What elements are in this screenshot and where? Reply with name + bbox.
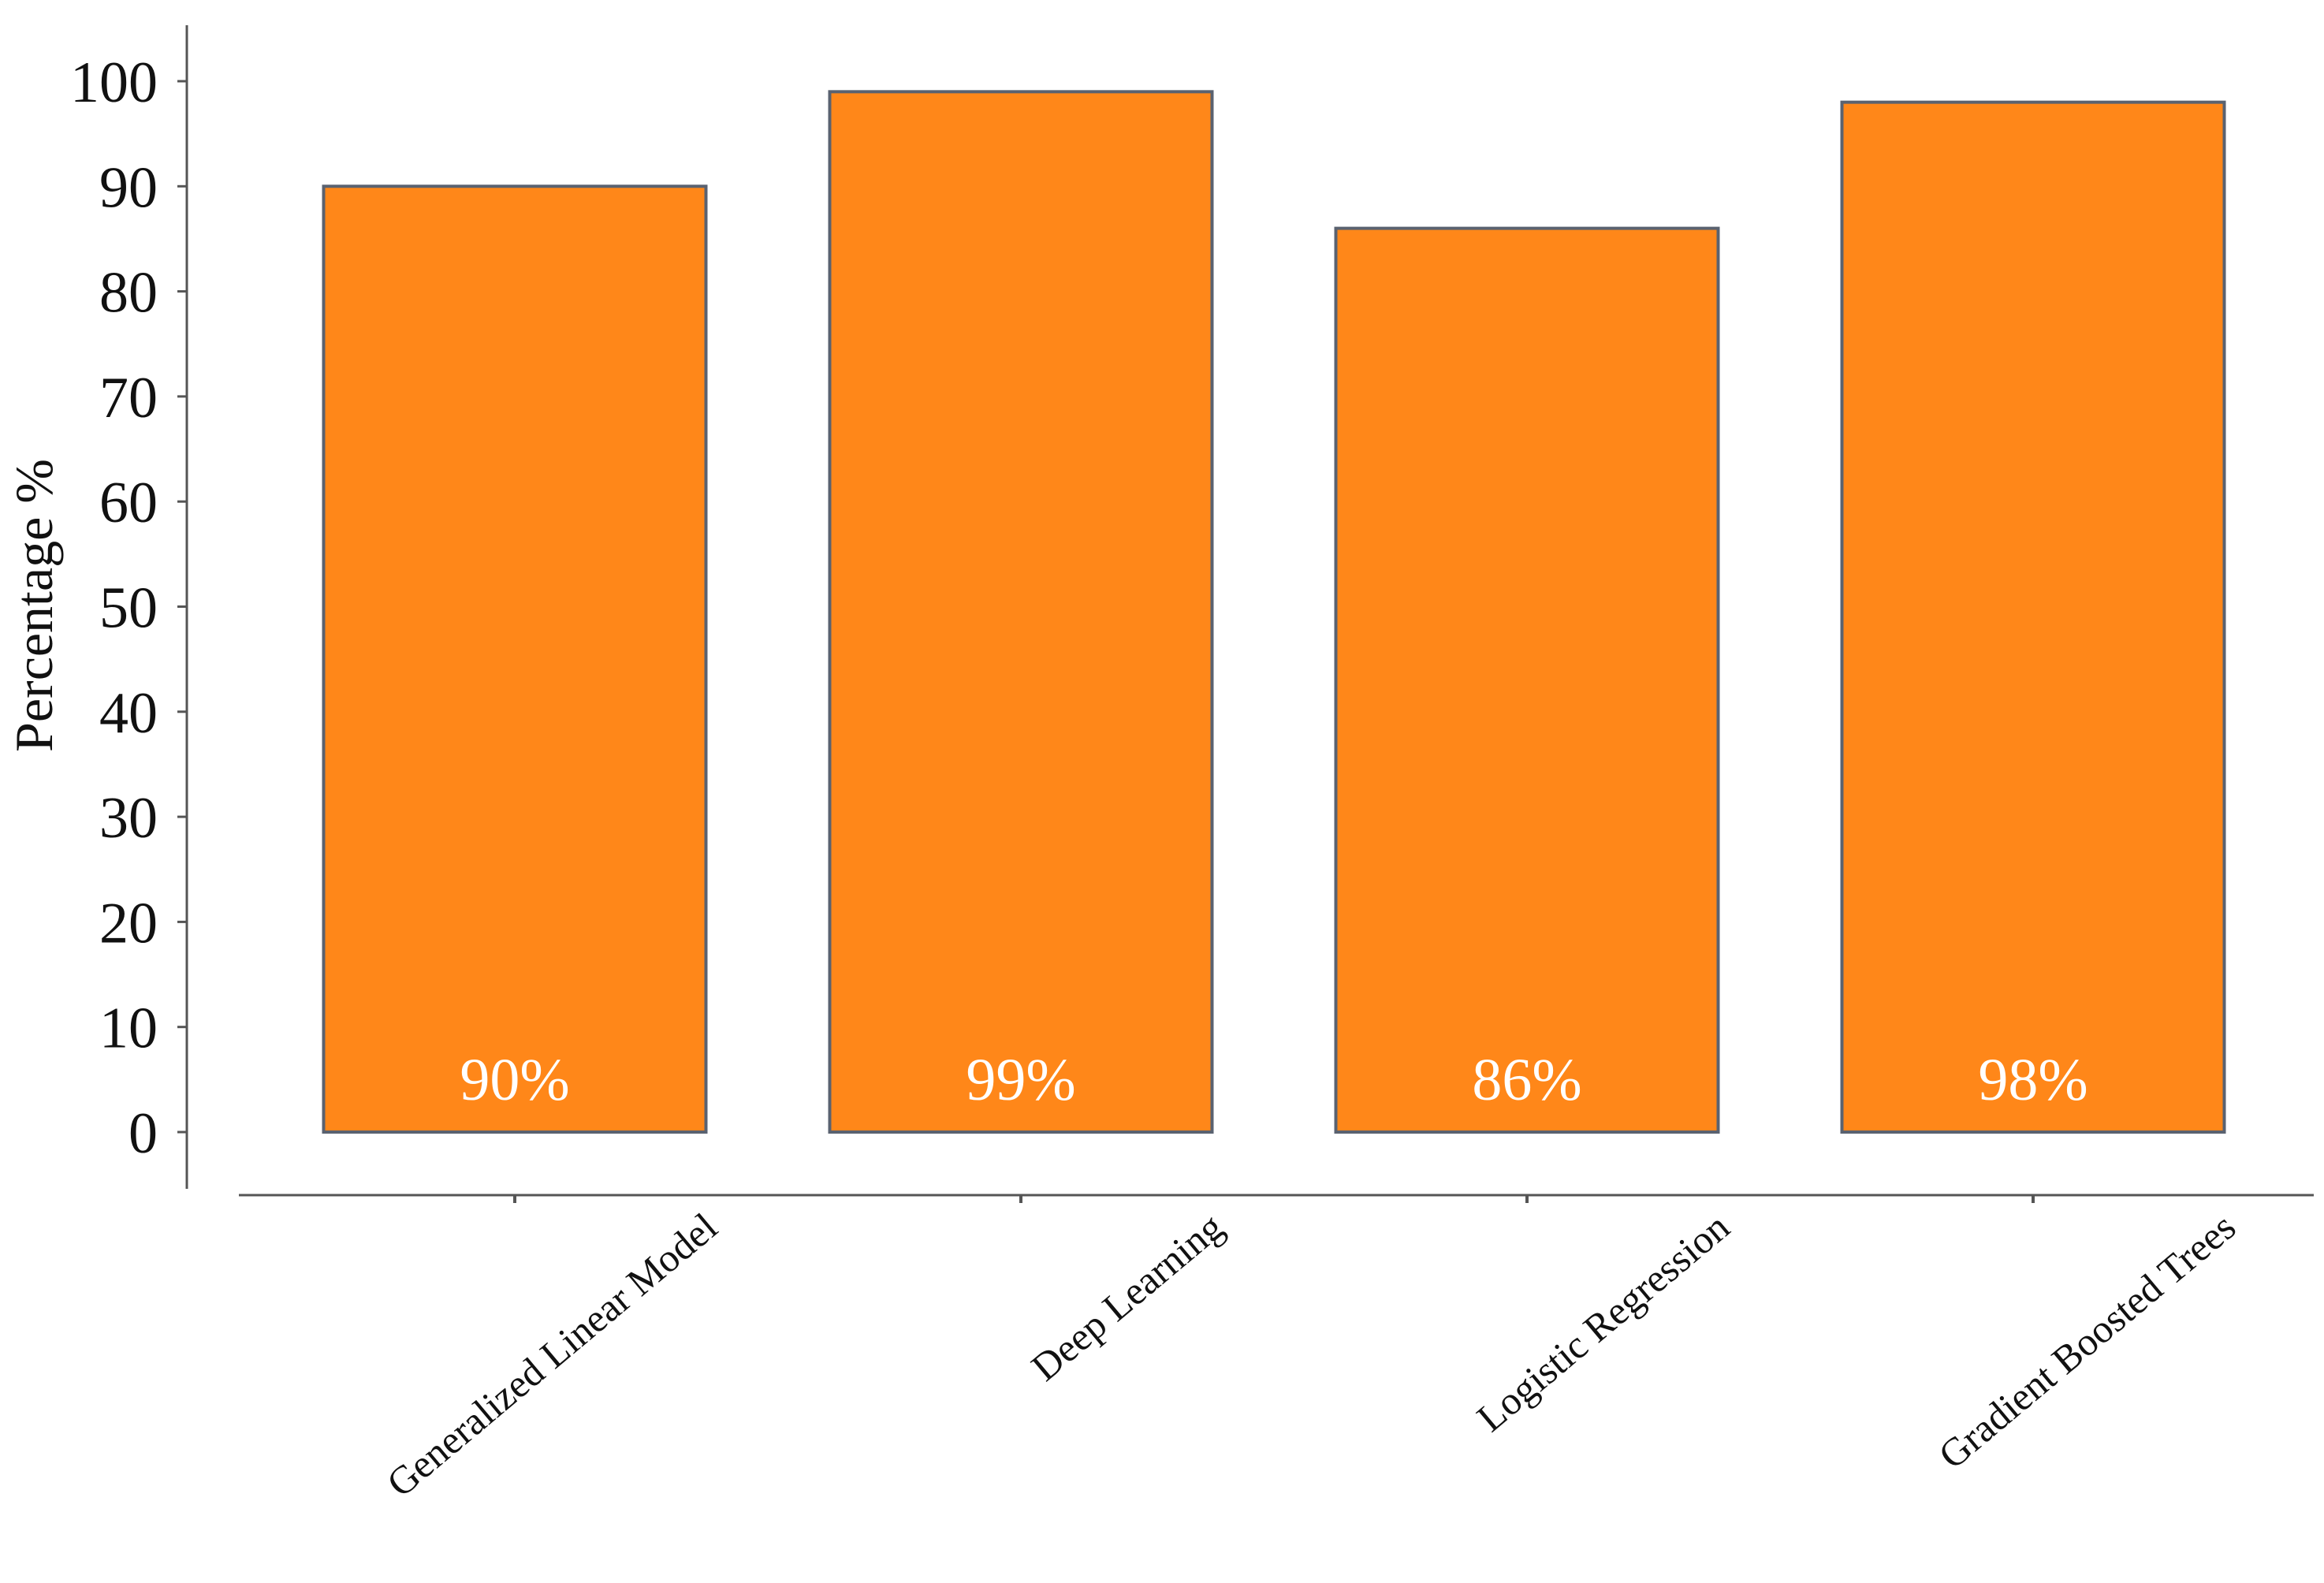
y-tick-label: 0 (128, 1101, 158, 1166)
x-tick-label: Gradient Boosted Trees (1930, 1205, 2244, 1477)
bar-value-label: 99% (966, 1047, 1075, 1113)
bar-group: 90% 99% 86% 98% (322, 90, 2226, 1134)
y-tick-label: 30 (99, 786, 158, 851)
y-tick-label: 100 (70, 50, 158, 115)
bar (828, 90, 1214, 1134)
y-tick-label: 70 (99, 366, 158, 430)
x-tick-label: Logistic Regression (1469, 1205, 1737, 1440)
y-tick-label: 10 (99, 996, 158, 1061)
bar (1840, 100, 2226, 1134)
bar-value-label: 98% (1978, 1047, 2088, 1113)
x-tick-label: Generalized Linear Model (378, 1205, 725, 1506)
x-tick-label: Deep Learning (1022, 1205, 1231, 1390)
y-tick-label: 40 (99, 681, 158, 746)
bar-value-label: 86% (1472, 1047, 1581, 1113)
bar-value-label: 90% (460, 1047, 569, 1113)
y-axis-title: Percentage % (4, 459, 64, 752)
y-tick-label: 90 (99, 155, 158, 220)
y-tick-label: 60 (99, 471, 158, 535)
y-tick-label: 20 (99, 891, 158, 955)
bar (1334, 226, 1720, 1134)
bar (322, 184, 708, 1134)
x-tick-group: Generalized Linear Model Deep Learning Log… (378, 1195, 2244, 1506)
y-tick-group: 0 10 20 30 40 50 60 70 80 90 100 (70, 50, 187, 1166)
y-tick-label: 50 (99, 576, 158, 641)
y-tick-label: 80 (99, 261, 158, 326)
